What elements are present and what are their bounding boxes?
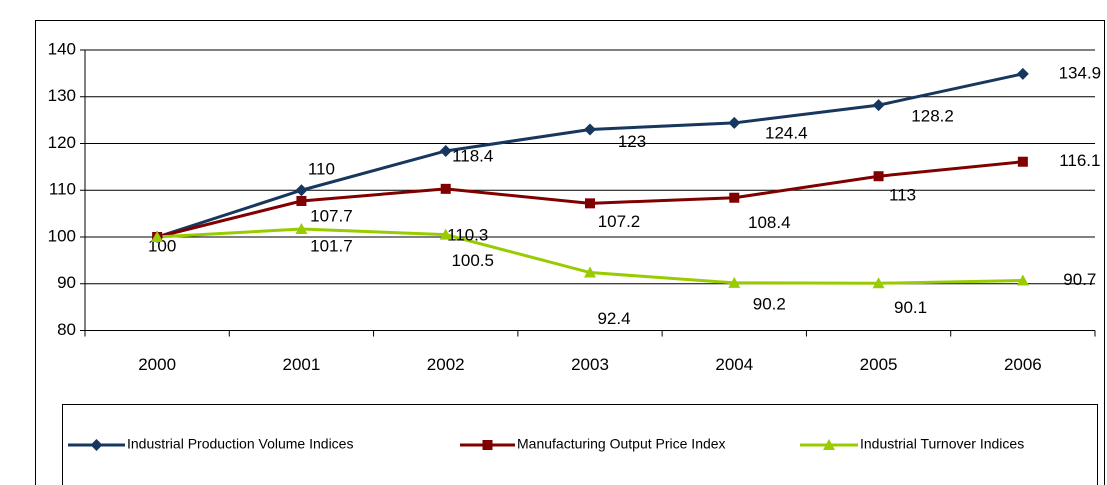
data-label: 107.7: [310, 206, 353, 225]
data-label: 118.4: [452, 146, 493, 165]
point-marker: [151, 231, 164, 242]
data-label: 124.4: [765, 123, 808, 142]
point-marker: [439, 144, 452, 157]
data-label: 107.2: [598, 212, 641, 231]
point-marker: [295, 223, 308, 235]
point-marker: [729, 192, 740, 203]
x-tick-label: 2005: [860, 355, 898, 374]
data-label: 108.4: [748, 213, 791, 232]
point-marker: [728, 116, 741, 129]
data-label: 116.1: [1059, 151, 1100, 170]
data-label: 90.2: [753, 294, 786, 313]
point-marker: [440, 183, 451, 194]
data-label: 113: [889, 186, 916, 205]
point-marker: [872, 277, 885, 289]
legend-box: [62, 404, 1098, 485]
data-label: 100.5: [451, 251, 494, 270]
data-label: 92.4: [597, 309, 630, 328]
point-marker: [1016, 274, 1029, 286]
data-label: 101.7: [310, 237, 353, 256]
data-label: 128.2: [911, 107, 954, 126]
y-tick-label: 80: [57, 320, 76, 339]
point-marker: [872, 99, 885, 112]
legend-label: Industrial Turnover Indices: [860, 436, 1024, 452]
y-tick-label: 110: [49, 180, 76, 199]
x-tick-label: 2001: [283, 355, 321, 374]
point-marker: [728, 276, 741, 288]
data-label: 123: [618, 132, 646, 151]
data-label: 90.1: [894, 298, 927, 317]
data-label: 110.3: [447, 225, 488, 244]
x-tick-label: 2003: [571, 355, 609, 374]
point-marker: [584, 266, 596, 278]
legend-label: Manufacturing Output Price Index: [517, 436, 726, 452]
point-marker: [296, 196, 307, 207]
data-label: 90.7: [1063, 270, 1096, 289]
y-tick-label: 140: [48, 39, 76, 58]
y-tick-label: 100: [48, 226, 76, 245]
y-tick-label: 120: [48, 133, 76, 152]
y-tick-label: 90: [57, 273, 76, 292]
data-label: 134.9: [1059, 63, 1102, 82]
point-marker: [585, 198, 595, 209]
x-tick-label: 2006: [1004, 355, 1042, 374]
point-marker: [1016, 67, 1029, 80]
x-tick-label: 2000: [138, 355, 176, 374]
y-tick-label: 130: [48, 86, 76, 105]
legend-marker: [90, 439, 103, 451]
x-tick-label: 2004: [715, 355, 753, 374]
legend-marker: [482, 440, 493, 450]
legend-marker: [823, 439, 835, 450]
x-tick-label: 2002: [427, 355, 465, 374]
point-marker: [584, 123, 596, 136]
point-marker: [295, 184, 308, 197]
legend-label: Industrial Production Volume Indices: [127, 436, 353, 452]
data-label: 110: [308, 160, 335, 179]
point-marker: [873, 171, 884, 182]
point-marker: [439, 228, 452, 240]
point-marker: [1017, 156, 1028, 167]
